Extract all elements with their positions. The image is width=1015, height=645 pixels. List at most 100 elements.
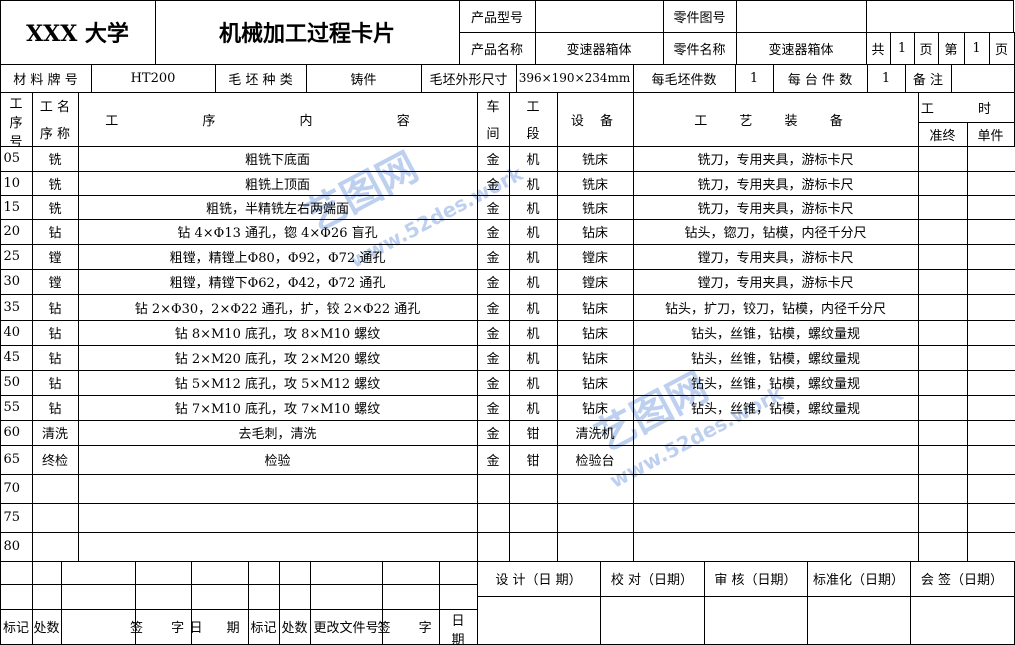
row-prep-time[interactable] [917,444,968,475]
change-record-cell[interactable] [278,583,311,610]
row-section [508,473,558,504]
page-number: 1 [963,31,990,65]
change-record-cell[interactable] [134,560,192,585]
row-unit-time[interactable] [966,243,1015,270]
row-prep-time[interactable] [917,344,968,371]
row-workshop: 金 [476,145,510,172]
change-record-cell[interactable] [60,583,136,610]
check-field[interactable] [599,595,705,645]
change-record-cell[interactable] [247,583,280,610]
row-tooling [632,531,919,562]
design-field[interactable] [476,595,601,645]
row-unit-time[interactable] [966,444,1015,475]
date-label: 日 期 [189,608,249,645]
row-seq: 15 [0,194,33,220]
row-prep-time[interactable] [917,502,968,533]
row-tooling: 铣刀，专用夹具，游标卡尺 [632,170,919,196]
row-workshop: 金 [476,293,510,321]
row-seq: 20 [0,218,33,245]
card-title: 机械加工过程卡片 [154,0,460,65]
change-record-cell[interactable] [31,560,62,585]
product-model-field[interactable] [534,0,664,33]
change-record-cell[interactable] [278,560,311,585]
row-section: 机 [508,319,558,346]
row-equipment: 镗床 [556,268,634,295]
col-name-header: 工 名序 称 [31,91,79,147]
row-equipment: 钻床 [556,293,634,321]
row-unit-time[interactable] [966,473,1015,504]
row-unit-time[interactable] [966,293,1015,321]
change-record-cell[interactable] [381,560,440,585]
row-content: 去毛刺，清洗 [77,419,478,446]
row-prep-time[interactable] [917,218,968,245]
row-unit-time[interactable] [966,319,1015,346]
change-record-cell[interactable] [31,583,62,610]
col-seq-2: 序 [9,115,23,131]
remark-field[interactable] [950,63,1015,93]
row-prep-time[interactable] [917,319,968,346]
row-equipment: 钻床 [556,218,634,245]
change-record-cell[interactable] [0,583,33,610]
row-prep-time[interactable] [917,268,968,295]
row-unit-time[interactable] [966,369,1015,396]
row-prep-time[interactable] [917,369,968,396]
part-drawing-field[interactable] [735,0,867,33]
row-tooling: 钻头，丝锥，钻模，螺纹量规 [632,319,919,346]
blank-cell [865,0,1014,33]
row-prep-time[interactable] [917,394,968,421]
row-prep-time[interactable] [917,293,968,321]
change-record-cell[interactable] [438,560,478,585]
row-prep-time[interactable] [917,243,968,270]
row-unit-time[interactable] [966,194,1015,220]
row-unit-time[interactable] [966,502,1015,533]
countersign-field[interactable] [909,595,1015,645]
row-unit-time[interactable] [966,419,1015,446]
row-unit-time[interactable] [966,145,1015,172]
row-prep-time[interactable] [917,170,968,196]
row-tooling: 铣刀，专用夹具，游标卡尺 [632,145,919,172]
row-workshop [476,502,510,533]
row-unit-time[interactable] [966,268,1015,295]
product-name-field[interactable]: 变速器箱体 [534,31,664,65]
row-unit-time[interactable] [966,218,1015,245]
row-name: 钻 [31,344,79,371]
row-tooling: 镗刀，专用夹具，游标卡尺 [632,243,919,270]
row-unit-time[interactable] [966,344,1015,371]
row-content [77,473,478,504]
blank-type-value: 铸件 [305,63,422,93]
row-seq: 10 [0,170,33,196]
change-record-cell[interactable] [309,583,383,610]
row-workshop: 金 [476,319,510,346]
per-unit-label: 每 台 件 数 [772,63,868,93]
change-record-cell[interactable] [381,583,440,610]
row-workshop [476,473,510,504]
blank-type-label: 毛 坯 种 类 [214,63,307,93]
row-equipment: 清洗机 [556,419,634,446]
row-prep-time[interactable] [917,419,968,446]
change-record-cell[interactable] [309,560,383,585]
change-record-cell[interactable] [247,560,280,585]
change-record-cell[interactable] [134,583,192,610]
row-prep-time[interactable] [917,473,968,504]
part-name-field[interactable]: 变速器箱体 [735,31,867,65]
change-record-cell[interactable] [190,583,249,610]
row-section: 机 [508,344,558,371]
row-seq: 60 [0,419,33,446]
standard-field[interactable] [806,595,911,645]
row-prep-time[interactable] [917,194,968,220]
row-name: 钻 [31,394,79,421]
row-name: 终检 [31,444,79,475]
review-field[interactable] [703,595,808,645]
change-record-cell[interactable] [438,583,478,610]
row-unit-time[interactable] [966,170,1015,196]
row-unit-time[interactable] [966,394,1015,421]
change-record-cell[interactable] [0,560,33,585]
row-prep-time[interactable] [917,531,968,562]
change-record-cell[interactable] [190,560,249,585]
mark-label-2: 标记 [247,608,280,645]
change-doc-label: 更改文件号 [309,608,383,645]
row-unit-time[interactable] [966,531,1015,562]
change-record-cell[interactable] [60,560,136,585]
standard-label: 标准化（日期） [806,560,911,597]
row-prep-time[interactable] [917,145,968,172]
